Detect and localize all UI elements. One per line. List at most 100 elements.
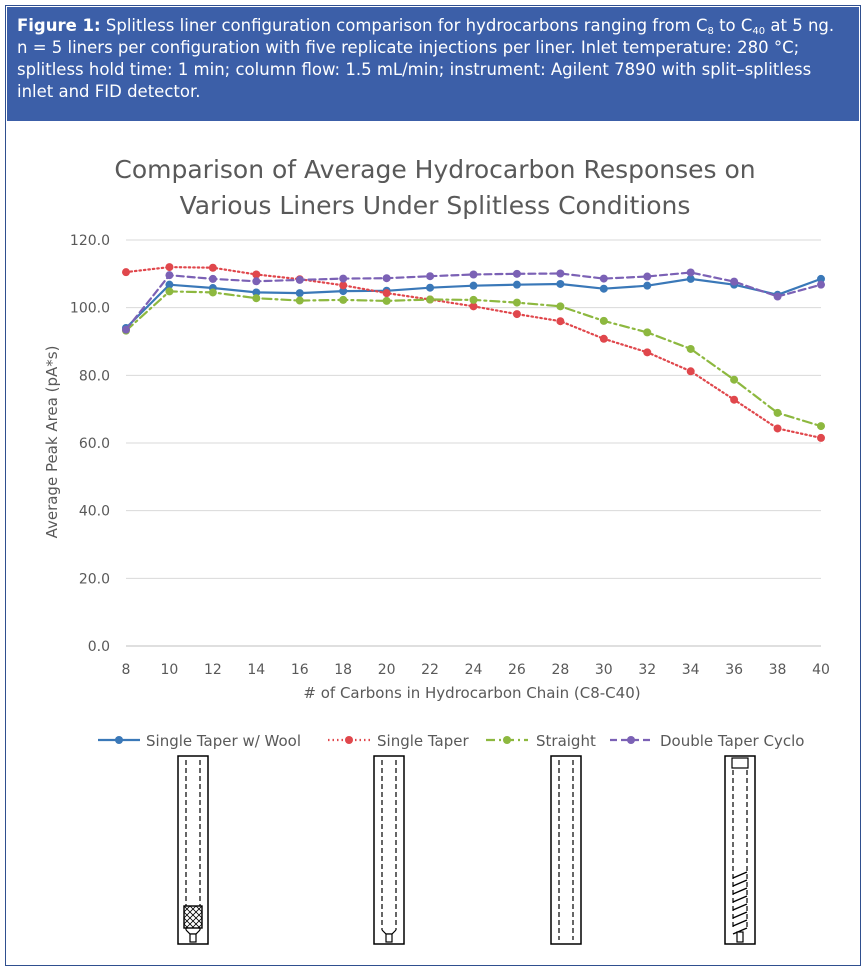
data-point: [686, 274, 695, 283]
grid: [126, 239, 821, 647]
data-point: [339, 281, 348, 290]
data-point: [773, 424, 782, 433]
liner-body: [550, 755, 582, 945]
x-tick-label: 14: [247, 662, 265, 678]
y-tick-label: 40.0: [79, 504, 110, 520]
data-point: [512, 269, 521, 278]
data-point: [382, 289, 391, 298]
y-tick-label: 80.0: [79, 368, 110, 384]
x-tick-label: 16: [291, 662, 309, 678]
data-point: [252, 294, 261, 303]
legend-item: Straight: [486, 732, 596, 750]
cyclo-baffle: [732, 903, 748, 911]
data-point: [295, 289, 304, 298]
liner-outlet: [385, 933, 393, 943]
caption-text-1: Splitless liner configuration comparison…: [105, 16, 708, 35]
legend-item: Single Taper w/ Wool: [98, 732, 301, 750]
liner-single-taper-w-wool: [177, 755, 209, 945]
series-group: [122, 263, 825, 442]
wool-hatch: [197, 923, 202, 928]
data-point: [426, 295, 435, 304]
cyclo-baffle: [732, 887, 748, 895]
legend-marker: [345, 736, 353, 744]
data-point: [686, 344, 695, 353]
data-point: [643, 328, 652, 337]
x-tick-label: 32: [638, 662, 656, 678]
data-point: [686, 268, 695, 277]
legend-marker: [503, 736, 511, 744]
data-point: [643, 272, 652, 281]
data-point: [339, 287, 348, 296]
cyclo-baffle: [732, 895, 748, 903]
data-point: [556, 279, 565, 288]
liner-single-taper: [373, 755, 405, 945]
chart-title-line-1: Comparison of Average Hydrocarbon Respon…: [114, 155, 755, 184]
y-tick-label: 0.0: [88, 639, 110, 655]
legend: Single Taper w/ Wool Single Taper Straight…: [98, 732, 804, 750]
data-point: [643, 281, 652, 290]
caption-label: Figure 1:: [17, 16, 101, 35]
series-line: [124, 290, 823, 428]
data-point: [599, 274, 608, 283]
data-point: [165, 287, 174, 296]
data-point: [252, 277, 261, 286]
data-point: [773, 292, 782, 301]
chart-title-line-2: Various Liners Under Splitless Condition…: [180, 191, 691, 220]
data-point: [295, 296, 304, 305]
x-tick-label: 22: [421, 662, 439, 678]
x-tick-label: 40: [812, 662, 830, 678]
data-point: [512, 280, 521, 289]
x-tick-label: 26: [508, 662, 526, 678]
cyclo-baffle: [732, 927, 748, 935]
legend-label: Single Taper w/ Wool: [146, 732, 301, 750]
wool-hatch: [184, 923, 189, 928]
data-point: [469, 302, 478, 311]
figure-frame: [5, 5, 861, 966]
liner-straight: [550, 755, 582, 945]
x-tick-label: 30: [595, 662, 613, 678]
series-straight: [122, 287, 825, 431]
data-point: [556, 269, 565, 278]
data-point: [817, 433, 825, 442]
data-point: [599, 316, 608, 325]
data-point: [730, 277, 739, 286]
data-point: [165, 263, 174, 272]
caption-text-3: at 5 ng. n = 5 liners per configuration …: [17, 16, 835, 101]
data-point: [252, 270, 261, 279]
data-point: [469, 270, 478, 279]
y-axis-label: Average Peak Area (pA*s): [43, 346, 61, 539]
x-tick-label: 10: [161, 662, 179, 678]
cyclo-baffle: [732, 919, 748, 927]
data-point: [382, 296, 391, 305]
x-tick-label: 24: [465, 662, 483, 678]
data-point: [208, 288, 217, 297]
data-point: [208, 274, 217, 283]
series-line: [124, 265, 823, 439]
data-point: [730, 375, 739, 384]
cyclo-baffle: [732, 871, 748, 879]
data-point: [382, 274, 391, 283]
liner-body: [177, 755, 209, 945]
data-point: [599, 284, 608, 293]
cyclo-baffle: [732, 879, 748, 887]
data-point: [599, 334, 608, 343]
x-tick-label: 20: [378, 662, 396, 678]
cyclo-baffle: [732, 911, 748, 919]
data-point: [512, 298, 521, 307]
data-point: [122, 325, 130, 334]
liner-outlet: [189, 933, 197, 943]
x-axis-label: # of Carbons in Hydrocarbon Chain (C8-C4…: [303, 684, 640, 702]
legend-label: Single Taper: [377, 732, 470, 750]
x-tick-labels: 8 10 12 14 16 18 20 22 24 26 28 30 32 34 36 38 40: [122, 662, 830, 678]
liner-top-taper: [731, 757, 749, 769]
x-tick-label: 18: [334, 662, 352, 678]
y-tick-label: 120.0: [70, 233, 110, 249]
y-tick-labels: 0.0 20.0 40.0 60.0 80.0 100.0 120.0: [70, 233, 110, 655]
legend-marker: [115, 736, 123, 744]
x-tick-label: 8: [122, 662, 131, 678]
y-tick-label: 20.0: [79, 571, 110, 587]
liner-double-taper-cyclo: [724, 755, 756, 945]
data-point: [773, 408, 782, 417]
data-point: [817, 280, 825, 289]
